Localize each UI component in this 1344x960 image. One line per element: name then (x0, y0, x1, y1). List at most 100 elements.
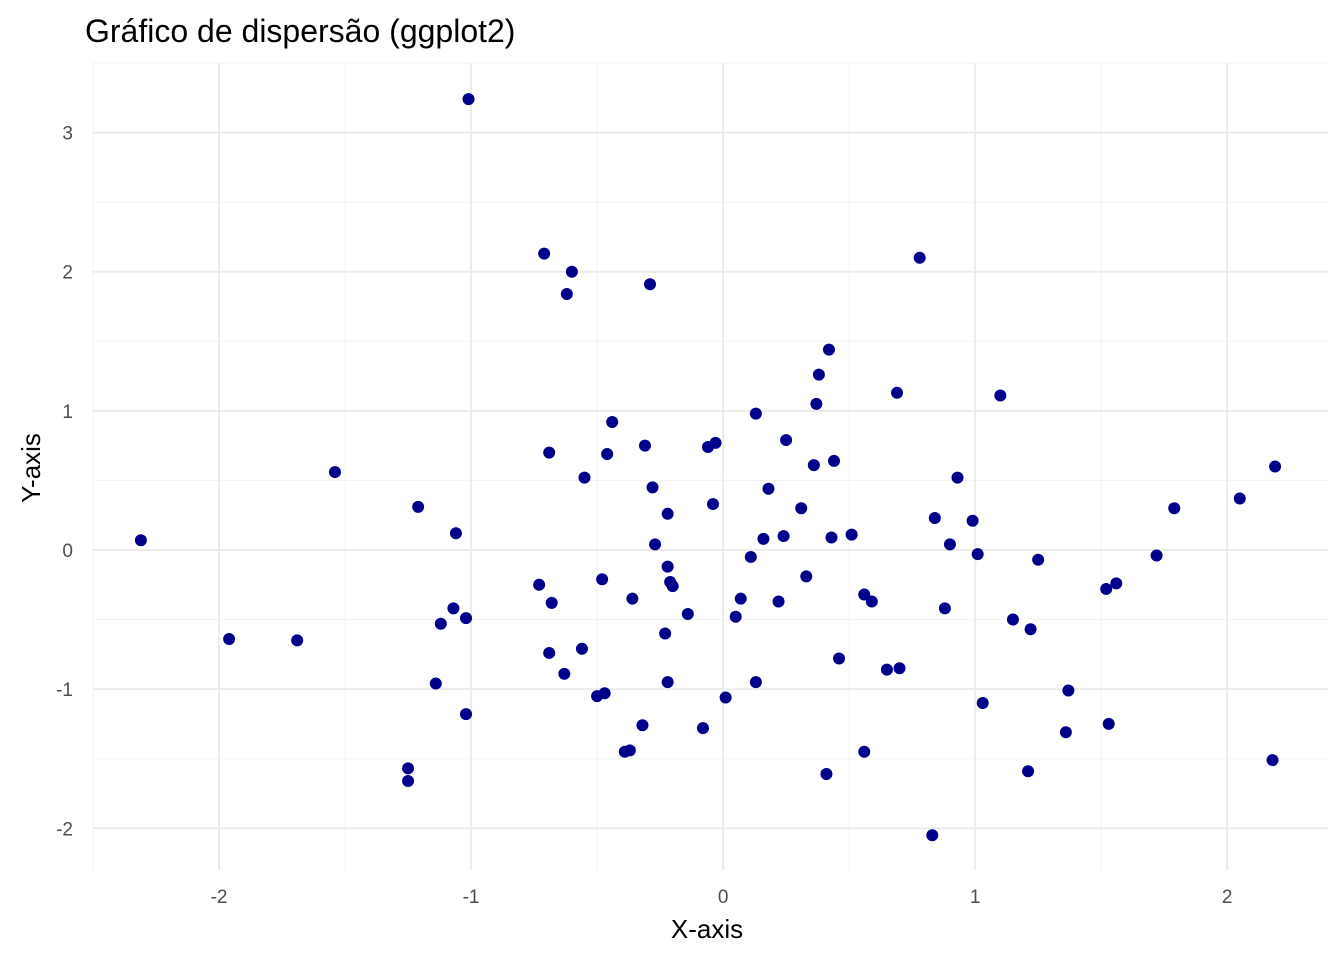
data-point (601, 447, 614, 460)
data-point (825, 531, 838, 544)
data-point (543, 446, 556, 459)
data-point (429, 677, 442, 690)
data-point (1233, 492, 1246, 505)
data-point (578, 471, 591, 484)
y-tick-label: 0 (62, 541, 73, 562)
data-point (681, 607, 694, 620)
data-point (646, 481, 659, 494)
data-point (820, 767, 833, 780)
data-point (744, 550, 757, 563)
x-tick-label: 2 (1222, 887, 1233, 908)
data-point (696, 722, 709, 735)
data-point (749, 407, 762, 420)
data-point (719, 691, 732, 704)
data-point (928, 511, 941, 524)
data-point (966, 514, 979, 527)
y-tick-label: -2 (56, 819, 73, 840)
y-tick-label: -1 (56, 680, 73, 701)
data-point (971, 548, 984, 561)
data-point (822, 343, 835, 356)
data-point (565, 265, 578, 278)
data-point (666, 580, 679, 593)
data-point (943, 538, 956, 551)
data-point (795, 502, 808, 515)
data-point (560, 287, 573, 300)
data-point (951, 471, 964, 484)
data-point (626, 592, 639, 605)
data-point (618, 745, 631, 758)
data-point (661, 676, 674, 689)
data-point (880, 663, 893, 676)
data-point (938, 602, 951, 615)
data-point (729, 610, 742, 623)
x-tick-label: 1 (970, 887, 981, 908)
data-point (913, 251, 926, 264)
data-point (460, 708, 473, 721)
data-point (757, 532, 770, 545)
data-point (596, 573, 609, 586)
data-point (762, 482, 775, 495)
data-point (591, 690, 604, 703)
data-point (1110, 577, 1123, 590)
data-point (926, 829, 939, 842)
data-point (858, 745, 871, 758)
data-point (1269, 460, 1282, 473)
data-point (833, 652, 846, 665)
data-point (558, 667, 571, 680)
data-point (636, 719, 649, 732)
data-point (891, 386, 904, 399)
data-point (545, 596, 558, 609)
data-point (412, 500, 425, 513)
data-point (1062, 684, 1075, 697)
data-point (828, 454, 840, 467)
data-point (858, 588, 871, 601)
data-point (402, 774, 415, 787)
y-tick-label: 3 (62, 124, 73, 145)
chart-title: Gráfico de dispersão (ggplot2) (85, 13, 515, 49)
data-point (661, 560, 674, 573)
data-point (543, 646, 556, 659)
data-point (1168, 502, 1181, 515)
data-point (807, 459, 820, 472)
minor-gridlines (92, 62, 1328, 870)
data-point (865, 595, 878, 608)
data-point (649, 538, 662, 551)
data-point (845, 528, 858, 541)
x-axis-title: X-axis (671, 914, 743, 944)
major-gridlines (93, 63, 1328, 870)
data-point (434, 617, 447, 630)
data-point (780, 434, 793, 447)
data-point (638, 439, 651, 452)
data-point (402, 762, 415, 775)
data-point (659, 627, 672, 640)
data-point (223, 633, 236, 646)
data-point (976, 697, 989, 710)
data-points (134, 93, 1282, 842)
data-point (1266, 754, 1279, 767)
data-point (661, 507, 674, 520)
data-point (644, 278, 657, 291)
y-tick-label: 1 (62, 402, 73, 423)
data-point (533, 578, 546, 591)
data-point (449, 527, 462, 540)
data-point (134, 534, 147, 547)
data-point (291, 634, 304, 647)
data-point (1032, 553, 1045, 566)
data-point (1059, 726, 1072, 739)
data-point (460, 612, 473, 625)
data-point (1022, 765, 1035, 778)
y-axis-tick-labels: -2 -1 0 1 2 3 (56, 124, 73, 841)
data-point (1150, 549, 1163, 562)
data-point (1102, 717, 1115, 730)
data-point (749, 676, 762, 689)
data-point (1024, 623, 1037, 636)
data-point (893, 662, 906, 675)
data-point (538, 247, 551, 260)
data-point (777, 530, 790, 543)
data-point (701, 441, 714, 454)
x-tick-label: -2 (211, 887, 228, 908)
data-point (575, 642, 588, 655)
data-point (462, 93, 475, 106)
data-point (810, 397, 823, 410)
